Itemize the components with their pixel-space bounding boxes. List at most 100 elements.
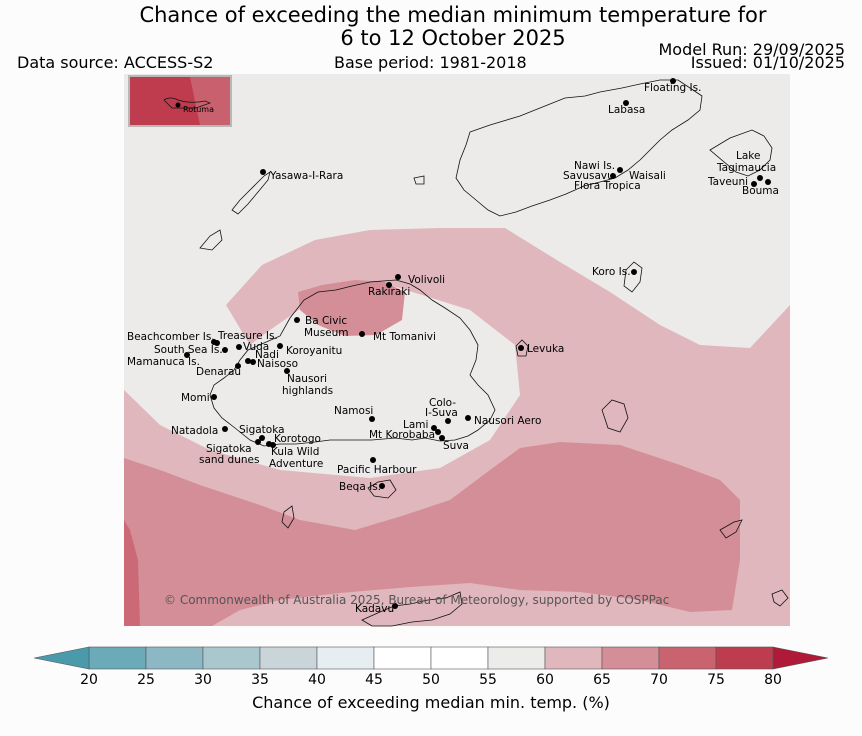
label-south-sea-is: South Sea Is. xyxy=(154,344,223,356)
region-65-70-north xyxy=(298,280,405,336)
colorbar-tick-label: 25 xyxy=(137,672,155,688)
rotuma-label: Rotuma xyxy=(183,105,214,114)
label-i-suva: I-Suva xyxy=(425,407,458,419)
label-kadavu: Kadavu xyxy=(355,603,394,615)
label-adventure: Adventure xyxy=(269,458,323,470)
place-labels: Floating Is. Labasa Nawi Is. Savusavu Wa… xyxy=(127,82,779,615)
vanua-levu-coast xyxy=(455,79,703,217)
colorbar-tick-label: 40 xyxy=(308,672,326,688)
region-65-70-south xyxy=(124,442,740,626)
colorbar-segment xyxy=(202,646,261,670)
label-koro-is: Koro Is. xyxy=(592,266,631,278)
yasawa-coast xyxy=(231,171,271,215)
label-labasa: Labasa xyxy=(608,104,645,116)
rotuma-inset-shade xyxy=(190,77,230,125)
label-beachcomber: Beachcomber Is. xyxy=(127,331,215,343)
label-treasure-is: Treasure Is. xyxy=(217,330,278,342)
title-line-2: 6 to 12 October 2025 xyxy=(340,26,566,50)
rotuma-coast xyxy=(163,97,211,109)
model-run: Model Run: 29/09/2025 xyxy=(658,40,846,59)
label-mt-korobaba: Mt Korobaba xyxy=(369,429,435,441)
colorbar-tick-label: 55 xyxy=(479,672,497,688)
taveuni-coast xyxy=(709,129,773,177)
colorbar-segment xyxy=(259,646,318,670)
north-islet xyxy=(413,175,425,185)
label-namosi: Namosi xyxy=(334,405,373,417)
colorbar-segment xyxy=(544,646,603,670)
label-sand-dunes: sand dunes xyxy=(199,454,259,466)
label-ba-civic: Ba Civic xyxy=(305,315,347,327)
label-rakiraki: Rakiraki xyxy=(368,286,410,298)
label-koroyanitu: Koroyanitu xyxy=(286,345,342,357)
colorbar-segment xyxy=(145,646,204,670)
beqa-coast xyxy=(367,479,397,499)
label-yasawa: Yasawa-I-Rara xyxy=(269,170,343,182)
label-volivoli: Volivoli xyxy=(408,274,445,286)
label-korotogo: Korotogo xyxy=(274,433,321,445)
colorbar-tick-label: 20 xyxy=(80,672,98,688)
label-taveuni: Taveuni xyxy=(707,176,748,188)
rotuma-dot xyxy=(175,102,181,108)
label-pacific-harbour: Pacific Harbour xyxy=(337,464,417,476)
colorbar-tick-label: 35 xyxy=(251,672,269,688)
label-levuka: Levuka xyxy=(527,343,564,355)
label-colo: Colo- xyxy=(429,397,456,409)
colorbar-segment xyxy=(430,646,489,670)
label-suva: Suva xyxy=(443,440,469,452)
label-mt-tomanivi: Mt Tomanivi xyxy=(373,331,436,343)
label-kula-wild: Kula Wild xyxy=(271,446,319,458)
yasawa-coast-2 xyxy=(199,229,223,251)
colorbar-tick-label: 65 xyxy=(593,672,611,688)
label-bouma: Bouma xyxy=(742,185,779,197)
label-sigatoka: Sigatoka xyxy=(239,424,285,436)
label-nawi-is: Nawi Is. xyxy=(574,160,615,172)
southeast-islet xyxy=(719,519,743,539)
colorbar-low-extend xyxy=(33,646,90,670)
label-tagimaucia: Tagimaucia xyxy=(716,162,776,174)
label-sigatoka-dunes: Sigatoka xyxy=(206,443,252,455)
label-museum: Museum xyxy=(304,327,349,339)
copyright-note: © Commonwealth of Australia 2025, Bureau… xyxy=(164,593,669,607)
south-islet xyxy=(281,505,295,529)
label-waisali: Waisali xyxy=(629,170,666,182)
east-islet xyxy=(771,589,789,607)
colorbar-segment xyxy=(373,646,432,670)
title-line-1: Chance of exceeding the median minimum t… xyxy=(139,3,767,27)
colorbar-segment xyxy=(658,646,717,670)
colorbar-tick-label: 60 xyxy=(536,672,554,688)
label-nausori-hl: Nausori xyxy=(287,373,327,385)
colorbar-segment xyxy=(316,646,375,670)
label-naisoso: Naisoso xyxy=(257,358,298,370)
colorbar-tick-label: 30 xyxy=(194,672,212,688)
ovalau-coast xyxy=(515,339,529,357)
coastlines xyxy=(199,79,789,627)
gau-coast xyxy=(601,399,629,433)
koro-coast xyxy=(623,261,643,293)
probability-field xyxy=(124,74,790,626)
colorbar-segment xyxy=(88,646,147,670)
label-floating-is: Floating Is. xyxy=(644,82,701,94)
colorbar-label: Chance of exceeding median min. temp. (%… xyxy=(252,693,610,712)
colorbar-tick-label: 75 xyxy=(707,672,725,688)
label-denarau: Denarau xyxy=(196,366,241,378)
label-mamanuca: Mamanuca Is. xyxy=(127,356,200,368)
place-dots xyxy=(184,78,771,609)
label-natadola: Natadola xyxy=(171,425,218,437)
label-lami: Lami xyxy=(403,419,428,431)
colorbar-segment xyxy=(601,646,660,670)
colorbar-tick-label: 50 xyxy=(422,672,440,688)
colorbar-segment xyxy=(715,646,774,670)
region-70-75 xyxy=(124,520,140,626)
base-period: Base period: 1981-2018 xyxy=(334,53,527,72)
label-vuda: Vuda xyxy=(243,341,269,353)
label-nadi: Nadi xyxy=(255,349,279,361)
label-highlands: highlands xyxy=(282,385,333,397)
colorbar-high-extend xyxy=(772,646,829,670)
colorbar-tick-label: 80 xyxy=(764,672,782,688)
colorbar xyxy=(33,646,829,670)
data-source: Data source: ACCESS-S2 xyxy=(17,53,214,72)
label-nausori-aero: Nausori Aero xyxy=(474,415,541,427)
issued-date: Issued: 01/10/2025 xyxy=(690,53,845,72)
label-savusavu: Savusavu xyxy=(563,170,614,182)
